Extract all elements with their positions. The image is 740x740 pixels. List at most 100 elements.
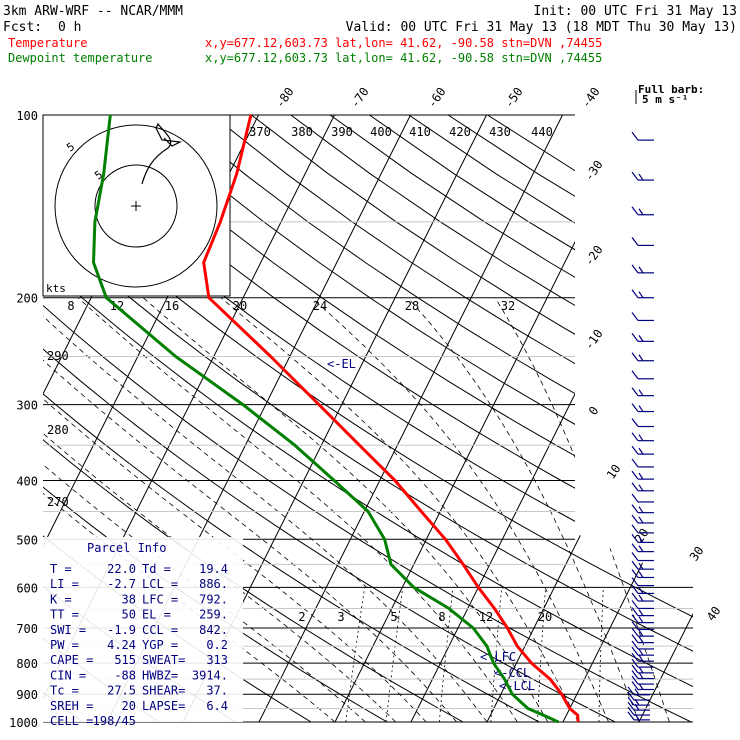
wind-barb [631,418,639,427]
mixing-ratio-label: 20 [538,610,552,624]
wind-barb [631,585,639,594]
adiabat-label-270: 270 [47,495,69,509]
isotherm-line [638,115,693,722]
parcel-row-label: SWEAT= [142,653,185,667]
parcel-row-label: CIN = [50,668,86,682]
pressure-label-900: 900 [16,688,38,702]
isotherm-line [715,115,740,722]
isotherm-line [486,115,693,722]
mixing-ratio-label: 2 [298,610,305,624]
lfc-label: <-LFC [480,650,516,664]
parcel-row-label: TT = [50,608,79,622]
temperature-location-info: x,y=677.12,603.73 lat,lon= 41.62, -90.58… [205,36,602,50]
mixing-ratio-line [598,587,604,722]
parcel-row-label: LFC = [142,592,178,606]
wind-barb [631,482,639,492]
wind-barb [631,640,639,650]
wind-barb [627,686,635,696]
wind-barb [638,587,644,594]
parcel-row-label: CAPE = [50,653,93,667]
isotherm-label: -20 [582,243,606,269]
valid-time: Valid: 00 UTC Fri 31 May 13 (18 MDT Thu … [346,20,737,35]
theta-label: 430 [489,125,511,139]
mixing-ratio-label: 8 [438,610,445,624]
wind-barb [631,614,639,624]
theta-label: 420 [449,125,471,139]
isotherm-label: -30 [582,158,606,184]
dewpoint-trace [92,114,560,724]
wind-barb [627,696,635,706]
wind-barb [631,552,639,561]
parcel-row-label: K = [50,592,72,606]
hodograph-ring-outer [54,124,218,288]
wind-barb [634,688,640,696]
parcel-row-label: YGP = [142,638,178,652]
mixing-ratio-line [345,587,366,722]
hodograph-trace [141,122,183,185]
moist-adiabat [311,297,609,722]
model-title: 3km ARW-WRF -- NCAR/MMM [3,4,183,19]
isotherm-line [334,115,639,722]
parcel-row-value: 792. [199,592,228,606]
isotherm-label: -10 [582,327,606,353]
lcl-label: <-LCL [499,679,535,693]
theta-label: 440 [531,125,553,139]
theta-labels: 370 380 390 400 410 420 430 440 [249,125,553,139]
dry-adiabat [329,115,693,722]
moist-adiabat [142,297,549,722]
parcel-row-value: 6.4 [206,699,228,713]
wind-barb [638,562,644,570]
wind-barb [631,569,639,578]
parcel-row-label: Tc = [50,684,79,698]
isotherm-label: -50 [502,85,526,111]
parcel-row-label: SREH = [50,699,93,713]
wind-barb [631,131,639,141]
speed-tick-label: 32 [501,299,515,313]
wind-barb [631,514,639,524]
wind-barb [634,703,640,711]
wind-barb [631,670,639,679]
wind-barb [631,171,639,181]
wind-barb [638,654,644,662]
isotherm-line [410,115,693,722]
wind-barb [631,627,639,637]
temperature-trace [202,114,580,723]
wind-barb [638,506,644,514]
parcel-row-value: 842. [199,623,228,637]
parcel-info-rows: T = 22.0 Td = 19.4 LI = -2.7 LCL = 886. K = 38 LFC… [50,562,228,728]
theta-label: 400 [370,125,392,139]
wind-barbs [627,131,654,721]
wind-barb [638,405,644,412]
wind-barb [638,536,644,543]
pressure-label-1000: 1000 [9,716,38,730]
parcel-row-value: 515 [114,653,136,667]
pressure-label-800: 800 [16,657,38,671]
temperature-legend-label: Temperature [8,36,87,50]
wind-barb [631,493,639,503]
moist-adiabat [43,297,366,722]
isotherm-label: 10 [604,462,624,482]
wind-barb [631,206,639,216]
dry-adiabat [408,115,693,722]
barb-legend-value: 5 m s⁻¹ [642,93,688,106]
parcel-row-label: PW = [50,638,79,652]
wind-barb [631,504,639,514]
pressure-label-400: 400 [16,474,38,488]
wind-barb [634,698,640,706]
parcel-row-value: -1.9 [107,623,136,637]
forecast-label: Fcst: [3,20,42,35]
theta-label: 380 [291,125,313,139]
speed-tick-label: 20 [233,299,247,313]
isotherm-label: 0 [586,404,602,418]
wind-barb [631,524,639,534]
init-time: Init: 00 UTC Fri 31 May 13 [534,4,738,19]
forecast-hour: 0 h [58,20,81,35]
wind-barb [627,711,635,721]
wind-barb [638,484,644,492]
isotherm-label: -80 [273,85,297,111]
barb-legend-title: Full barb: [638,83,704,96]
wind-barb [638,266,644,274]
parcel-row-value: 313 [206,653,228,667]
parcel-row-value: 3914. [192,668,228,682]
